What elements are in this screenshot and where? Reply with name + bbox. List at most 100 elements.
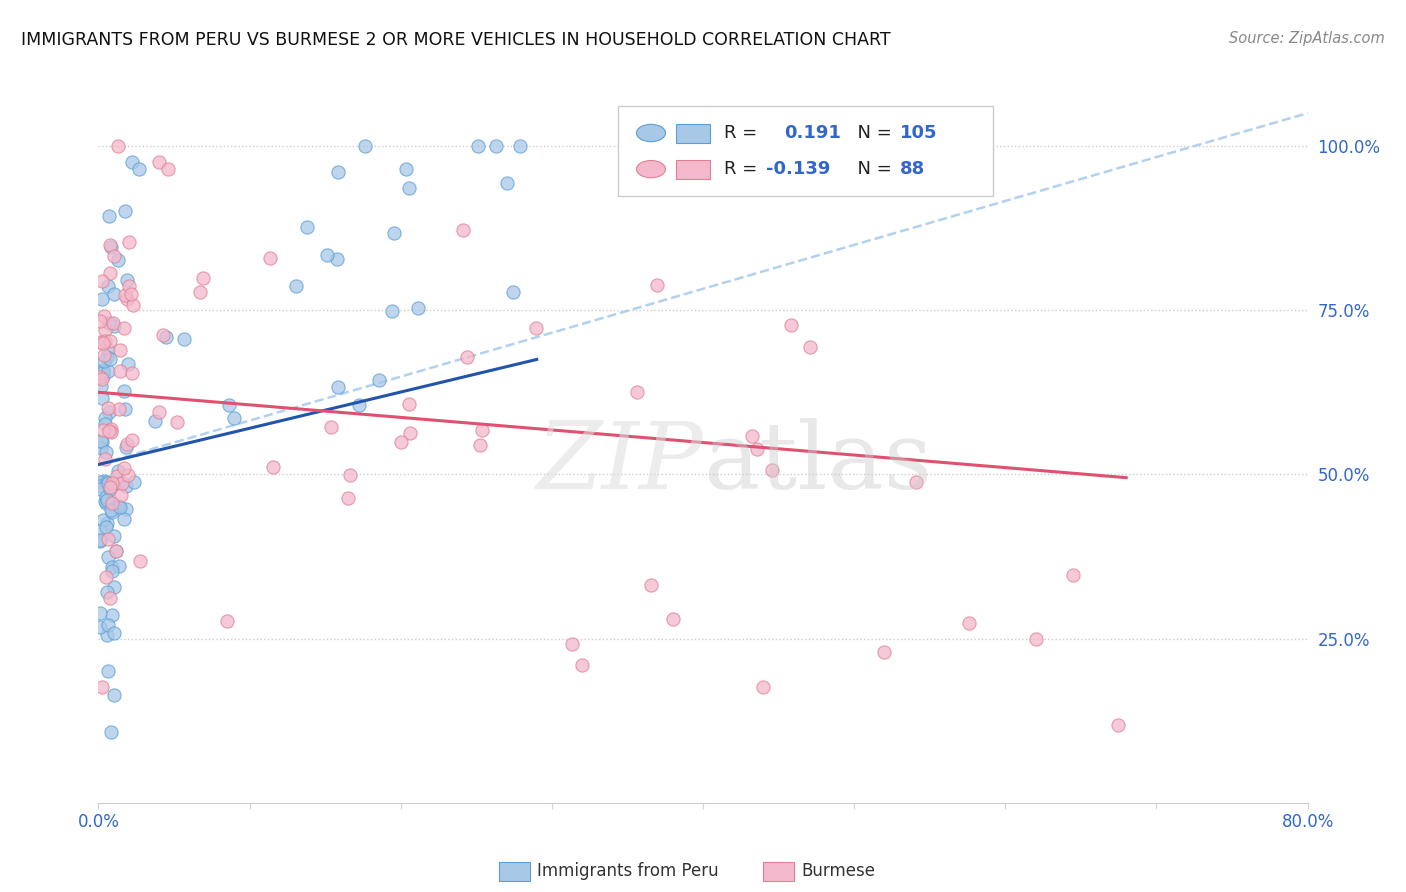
Point (89, 335, 111, 350)
Point (90, 372, 112, 386)
Point (108, 364, 131, 378)
Point (262, 459, 284, 474)
Point (148, 155, 170, 169)
Point (115, 273, 138, 287)
Point (96, 492, 118, 507)
Point (91, 292, 114, 306)
Point (98, 424, 121, 438)
Point (96, 351, 118, 365)
Point (97, 664, 120, 678)
Point (98, 317, 121, 331)
Point (90, 434, 112, 449)
Point (90, 680, 112, 694)
Point (89, 369, 111, 384)
Point (752, 681, 775, 695)
Point (104, 544, 127, 558)
Point (399, 425, 422, 440)
Point (91, 392, 114, 406)
Point (502, 285, 524, 299)
Point (121, 367, 143, 381)
Point (148, 405, 170, 419)
Point (98, 334, 121, 349)
Text: 0.191: 0.191 (785, 124, 841, 142)
Point (89, 314, 111, 328)
Point (115, 437, 138, 451)
Point (93, 309, 115, 323)
Point (100, 724, 122, 739)
Point (89, 475, 111, 489)
Point (495, 176, 517, 190)
Point (259, 251, 281, 265)
Point (326, 380, 349, 394)
Point (166, 416, 188, 430)
Point (101, 559, 124, 574)
Point (114, 440, 136, 454)
Point (100, 476, 122, 491)
Point (121, 155, 143, 169)
Point (91, 423, 114, 437)
Point (94, 496, 117, 510)
Point (93, 474, 115, 488)
Point (94, 417, 117, 431)
Point (395, 161, 418, 176)
Point (97, 475, 120, 490)
FancyBboxPatch shape (676, 161, 710, 179)
Point (398, 181, 420, 195)
Point (91, 513, 114, 527)
Point (336, 491, 359, 506)
Point (120, 286, 142, 301)
Point (94, 451, 117, 466)
Point (1062, 568, 1084, 582)
Point (96, 585, 118, 599)
Point (1024, 632, 1046, 646)
Point (101, 505, 124, 519)
Point (112, 384, 135, 398)
Point (406, 301, 429, 315)
Point (98, 483, 121, 497)
Point (105, 544, 128, 558)
Point (905, 475, 928, 489)
Point (103, 500, 125, 515)
Point (100, 422, 122, 436)
Point (626, 384, 648, 399)
Point (367, 373, 389, 387)
Point (101, 497, 124, 511)
Point (456, 350, 478, 364)
Point (107, 253, 129, 268)
FancyBboxPatch shape (619, 105, 993, 196)
Point (98, 480, 121, 494)
Point (96, 475, 118, 489)
Point (117, 357, 139, 371)
Point (114, 502, 136, 516)
Point (485, 139, 508, 153)
Point (111, 475, 134, 490)
Point (100, 239, 122, 253)
Point (94, 570, 117, 584)
Point (97, 279, 120, 293)
Circle shape (637, 124, 665, 142)
Point (89, 534, 111, 549)
Text: IMMIGRANTS FROM PERU VS BURMESE 2 OR MORE VEHICLES IN HOUSEHOLD CORRELATION CHAR: IMMIGRANTS FROM PERU VS BURMESE 2 OR MOR… (21, 31, 891, 49)
Point (571, 657, 593, 672)
Point (107, 476, 129, 491)
Point (97, 364, 120, 378)
Text: Burmese: Burmese (801, 863, 876, 880)
Point (118, 279, 141, 293)
Point (471, 423, 494, 437)
Point (91, 336, 114, 351)
Point (98, 591, 121, 605)
Point (97, 209, 120, 223)
Point (155, 330, 177, 344)
Text: N =: N = (845, 124, 897, 142)
Point (353, 139, 375, 153)
Point (561, 637, 583, 651)
Point (97, 550, 120, 565)
Point (90, 378, 112, 392)
Point (103, 626, 125, 640)
Point (91, 368, 114, 383)
Point (114, 288, 136, 302)
Text: R =: R = (724, 124, 768, 142)
Point (93, 348, 115, 362)
Point (224, 410, 246, 425)
Point (745, 442, 768, 456)
